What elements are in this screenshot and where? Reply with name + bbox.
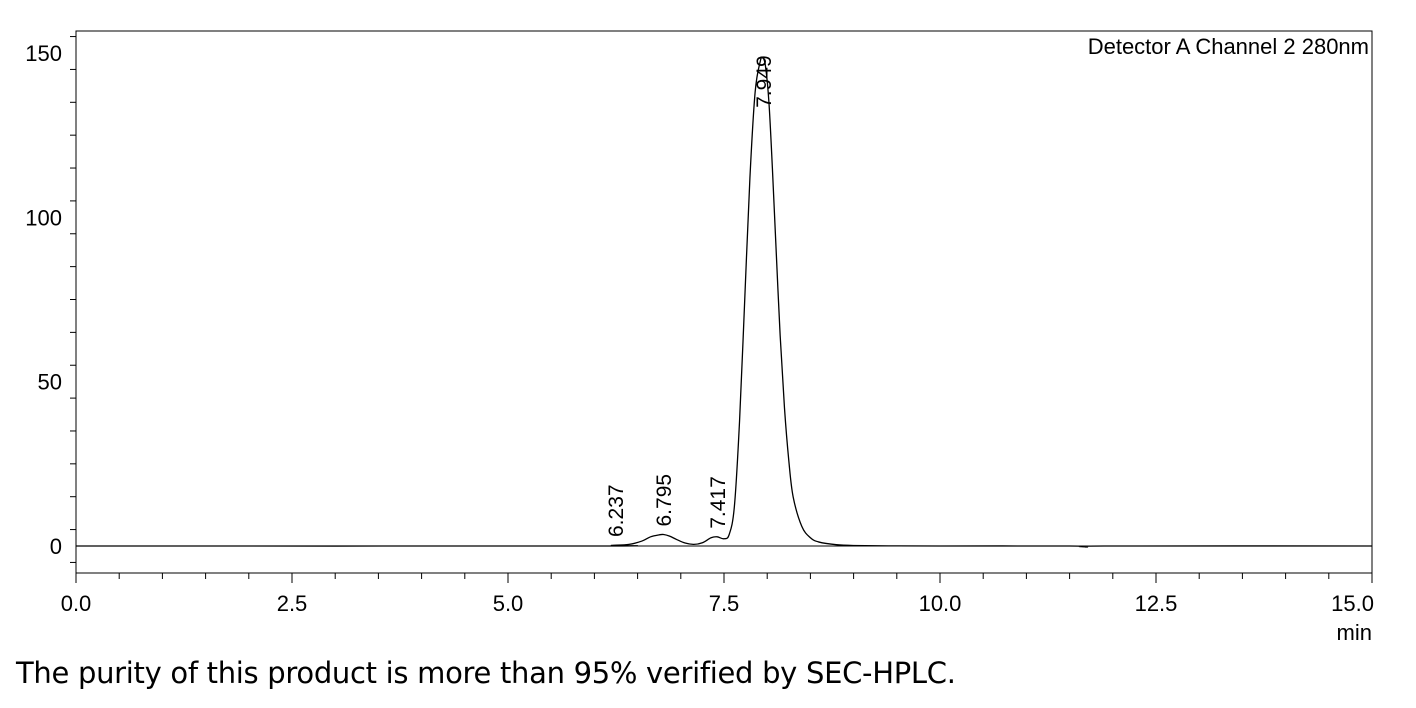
detector-label: Detector A Channel 2 280nm [1088,34,1369,59]
x-axis-label: min [1337,620,1372,645]
peak-labels: 6.237 6.795 7.417 7.949 [605,55,776,537]
x-tick-label: 15.0 [1331,591,1374,616]
chromatogram-chart: 0 50 100 150 0.0 2.5 5.0 7.5 10.0 12.5 15.0 6.237… [25,30,1374,645]
peak-rt-label: 6.795 [653,474,676,527]
x-tick-label: 2.5 [277,591,308,616]
y-tick-label: 0 [50,534,62,559]
y-tick-label: 50 [38,370,62,395]
chromatogram-trace [75,56,1373,548]
y-tick-label: 100 [25,205,62,230]
x-axis-ticks: 0.0 2.5 5.0 7.5 10.0 12.5 15.0 [61,573,1374,616]
peak-rt-label: 6.237 [605,484,628,537]
peak-rt-label: 7.949 [753,55,776,108]
x-tick-label: 5.0 [493,591,524,616]
x-tick-label: 12.5 [1135,591,1178,616]
x-tick-label: 10.0 [919,591,962,616]
peak-rt-label: 7.417 [707,476,730,529]
y-axis-ticks: 0 50 100 150 [25,36,76,563]
y-tick-label: 150 [25,41,62,66]
x-tick-label: 7.5 [709,591,740,616]
purity-caption: The purity of this product is more than … [16,656,956,690]
x-tick-label: 0.0 [61,591,92,616]
